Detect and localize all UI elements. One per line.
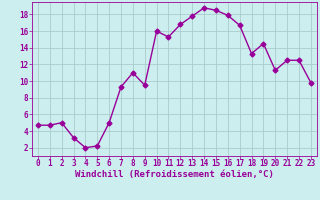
X-axis label: Windchill (Refroidissement éolien,°C): Windchill (Refroidissement éolien,°C) (75, 170, 274, 179)
